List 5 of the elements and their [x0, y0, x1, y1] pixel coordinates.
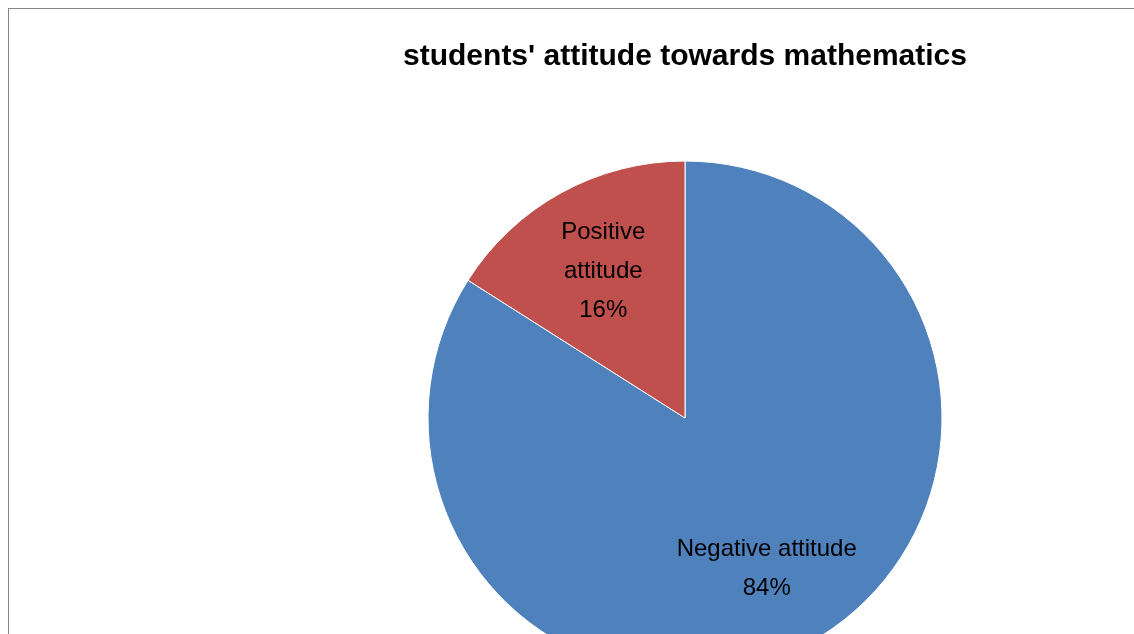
chart-title: students' attitude towards mathematics — [402, 38, 968, 72]
slice-label: Positive attitude — [561, 216, 646, 283]
slice-label: Negative attitude — [676, 533, 857, 561]
data-label: 16% — [579, 294, 628, 322]
data-label: 84% — [742, 572, 791, 600]
